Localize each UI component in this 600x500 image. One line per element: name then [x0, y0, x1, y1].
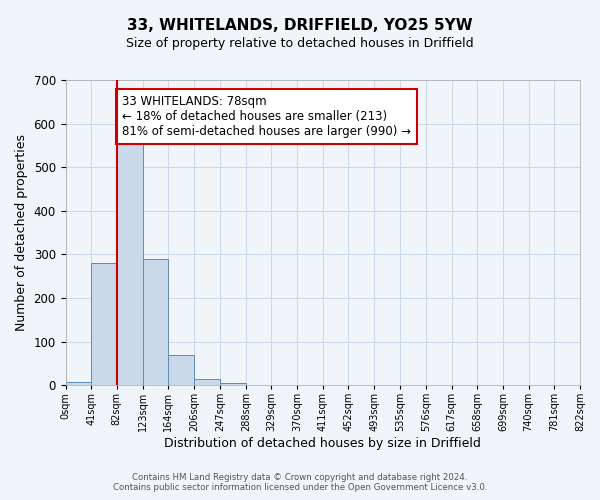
- Bar: [143, 258, 168, 385]
- Bar: [168, 356, 194, 385]
- Text: 33, WHITELANDS, DRIFFIELD, YO25 5YW: 33, WHITELANDS, DRIFFIELD, YO25 5YW: [127, 18, 473, 32]
- Bar: [117, 142, 143, 385]
- Y-axis label: Number of detached properties: Number of detached properties: [15, 134, 28, 331]
- X-axis label: Distribution of detached houses by size in Driffield: Distribution of detached houses by size …: [164, 437, 481, 450]
- Bar: [220, 383, 246, 385]
- Text: 33 WHITELANDS: 78sqm
← 18% of detached houses are smaller (213)
81% of semi-deta: 33 WHITELANDS: 78sqm ← 18% of detached h…: [122, 96, 411, 138]
- Text: Contains HM Land Registry data © Crown copyright and database right 2024.
Contai: Contains HM Land Registry data © Crown c…: [113, 473, 487, 492]
- Bar: [91, 263, 117, 385]
- Text: Size of property relative to detached houses in Driffield: Size of property relative to detached ho…: [126, 38, 474, 51]
- Bar: [65, 382, 91, 385]
- Bar: [194, 380, 220, 385]
